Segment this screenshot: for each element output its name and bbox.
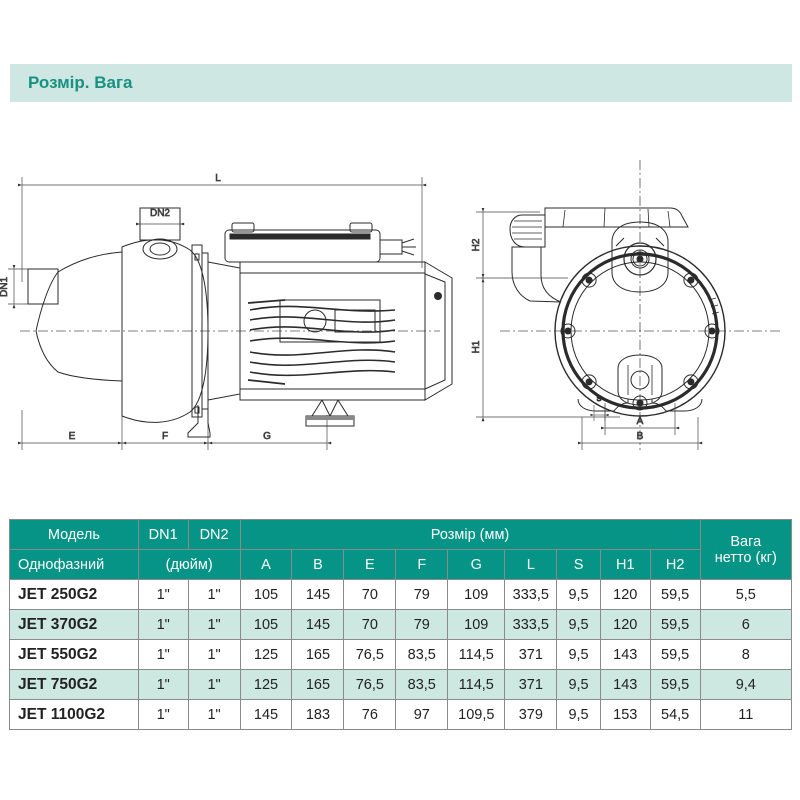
svg-text:F: F bbox=[162, 431, 168, 442]
svg-text:A: A bbox=[637, 416, 644, 427]
svg-text:S: S bbox=[597, 396, 602, 403]
svg-text:L: L bbox=[215, 173, 221, 184]
svg-text:H2: H2 bbox=[471, 238, 482, 251]
svg-text:B: B bbox=[637, 431, 644, 442]
svg-text:E: E bbox=[69, 431, 76, 442]
svg-text:H1: H1 bbox=[471, 340, 482, 353]
svg-text:G: G bbox=[263, 431, 271, 442]
svg-text:DN2: DN2 bbox=[150, 208, 170, 219]
svg-text:DN1: DN1 bbox=[0, 277, 10, 297]
